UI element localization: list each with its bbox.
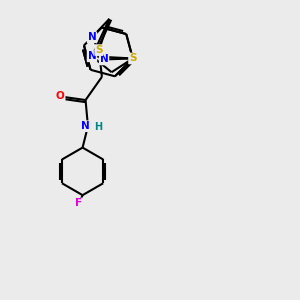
Text: N: N: [81, 121, 90, 131]
Text: N: N: [88, 51, 96, 61]
Text: S: S: [129, 53, 136, 64]
Text: F: F: [76, 199, 82, 208]
Text: O: O: [56, 92, 65, 101]
Text: H: H: [94, 122, 102, 132]
Text: N: N: [88, 32, 96, 42]
Text: S: S: [95, 45, 103, 55]
Text: N: N: [100, 54, 109, 64]
